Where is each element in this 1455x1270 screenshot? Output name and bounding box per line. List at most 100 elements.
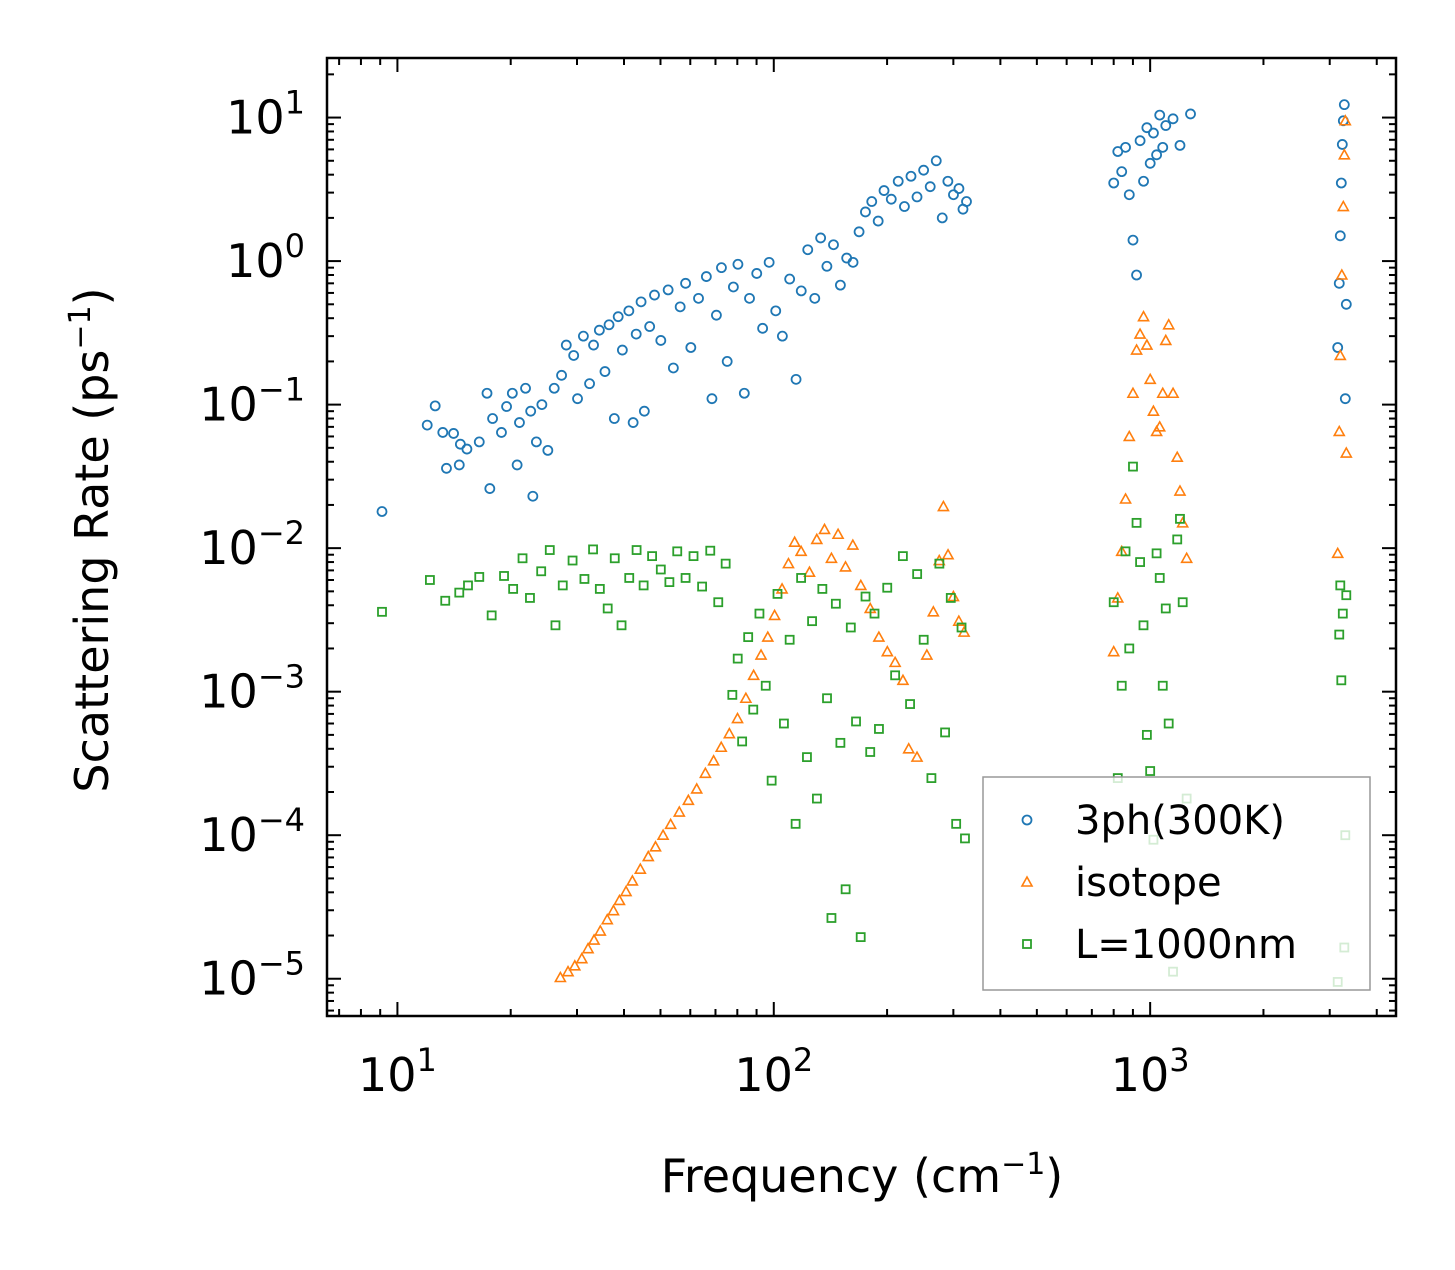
data-point xyxy=(587,933,601,945)
data-point xyxy=(542,444,554,456)
data-point xyxy=(1126,386,1140,399)
data-point xyxy=(1338,114,1352,126)
data-point xyxy=(496,427,507,438)
data-point xyxy=(930,155,942,167)
data-point xyxy=(821,260,833,272)
data-point xyxy=(1124,643,1135,654)
data-point xyxy=(560,339,572,351)
data-point xyxy=(421,419,433,431)
data-point xyxy=(1157,141,1169,153)
data-point xyxy=(607,904,620,916)
data-point xyxy=(600,913,614,925)
data-point xyxy=(1143,372,1157,385)
data-point xyxy=(377,606,387,617)
data-point xyxy=(613,893,626,906)
data-point xyxy=(1172,534,1183,545)
data-point xyxy=(699,766,712,779)
data-point xyxy=(960,833,970,844)
data-point xyxy=(680,573,691,583)
data-point xyxy=(872,215,884,227)
data-point xyxy=(1339,446,1353,458)
data-point xyxy=(1174,139,1186,151)
data-point xyxy=(851,716,861,727)
data-point xyxy=(810,532,824,545)
data-point xyxy=(548,382,560,394)
data-point xyxy=(693,292,704,304)
data-point xyxy=(501,401,512,412)
data-point xyxy=(1154,573,1165,583)
legend: 3ph(300K) isotope L=1000nm xyxy=(982,776,1371,991)
data-point xyxy=(1173,484,1187,496)
data-point xyxy=(947,589,960,602)
data-point xyxy=(812,793,822,804)
data-point xyxy=(557,580,568,591)
data-point xyxy=(1151,548,1162,559)
data-point xyxy=(817,584,828,594)
data-point xyxy=(609,553,620,564)
data-point xyxy=(1160,603,1171,614)
data-point xyxy=(1133,327,1147,339)
data-point xyxy=(1185,108,1196,120)
data-point xyxy=(1167,113,1179,125)
data-point xyxy=(1141,122,1153,134)
data-point xyxy=(747,668,760,681)
data-point xyxy=(1119,492,1132,504)
data-point xyxy=(790,373,802,385)
data-point xyxy=(1140,338,1154,350)
legend-entry: 3ph(300K) xyxy=(1021,798,1285,844)
data-point xyxy=(795,285,807,297)
data-point xyxy=(705,545,716,556)
data-point xyxy=(579,574,590,584)
data-point xyxy=(1148,127,1159,139)
data-point xyxy=(872,630,886,642)
data-point xyxy=(453,459,465,471)
data-point xyxy=(525,593,535,603)
data-point xyxy=(776,330,788,342)
data-point xyxy=(727,689,738,700)
data-point xyxy=(664,577,675,588)
data-point xyxy=(1337,608,1348,619)
data-point xyxy=(860,206,871,218)
data-point xyxy=(685,342,697,353)
data-point xyxy=(896,673,910,686)
data-point xyxy=(511,459,523,471)
data-point xyxy=(1334,230,1346,242)
data-point xyxy=(910,750,924,762)
data-point xyxy=(952,614,966,626)
data-point xyxy=(599,366,611,377)
data-point xyxy=(662,284,674,296)
data-point xyxy=(905,699,915,709)
data-point xyxy=(1153,420,1167,432)
data-point xyxy=(644,321,656,332)
data-point xyxy=(835,737,846,748)
data-point xyxy=(682,793,695,806)
data-point xyxy=(594,584,605,594)
data-point xyxy=(517,553,528,564)
data-point xyxy=(860,591,871,602)
data-point xyxy=(803,565,816,577)
data-point xyxy=(603,319,615,331)
data-point xyxy=(1116,166,1128,178)
data-point xyxy=(706,393,718,405)
data-point xyxy=(623,305,635,317)
data-point xyxy=(918,164,930,176)
data-point xyxy=(649,289,660,301)
data-point xyxy=(561,965,575,977)
data-point xyxy=(940,727,950,738)
data-point xyxy=(854,578,868,591)
data-point xyxy=(593,924,607,936)
data-point xyxy=(641,849,655,862)
data-point xyxy=(608,413,620,424)
data-point xyxy=(619,884,633,897)
data-point xyxy=(572,393,583,405)
data-point xyxy=(1141,729,1152,740)
data-point xyxy=(845,622,856,633)
data-point xyxy=(855,932,866,943)
data-point xyxy=(738,387,750,399)
data-point xyxy=(1107,645,1121,657)
data-point xyxy=(463,580,473,591)
legend-label: L=1000nm xyxy=(1075,922,1297,968)
y-tick-label: 10−3 xyxy=(199,658,305,719)
data-point xyxy=(1128,461,1138,472)
data-point xyxy=(649,840,662,852)
